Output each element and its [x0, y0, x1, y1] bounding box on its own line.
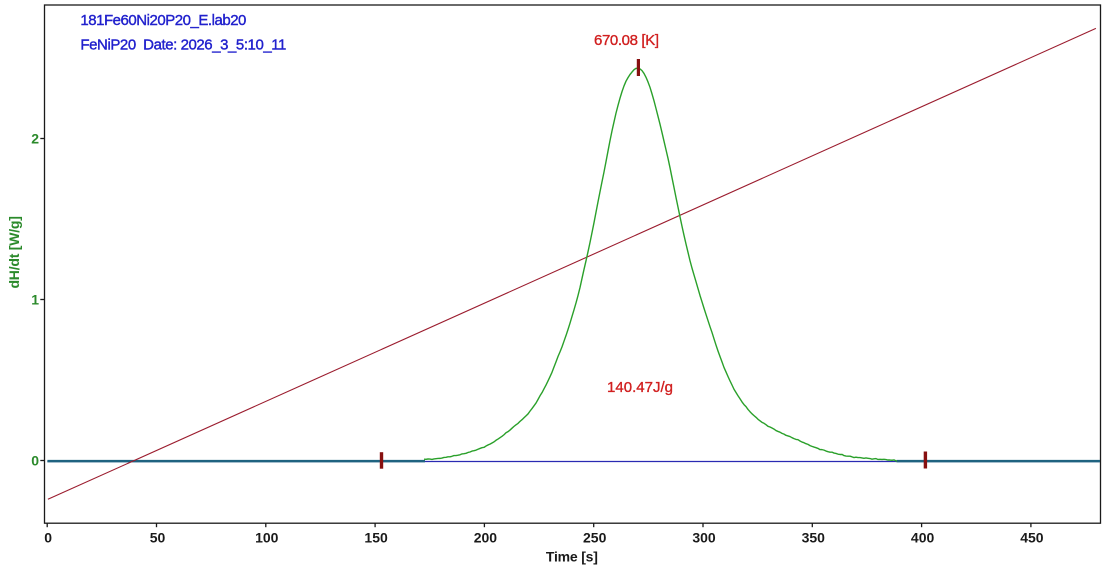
- svg-text:Time [s]: Time [s]: [546, 549, 598, 565]
- svg-text:250: 250: [583, 529, 607, 545]
- svg-text:50: 50: [150, 529, 166, 545]
- svg-text:670.08 [K]: 670.08 [K]: [594, 32, 659, 49]
- svg-text:150: 150: [364, 529, 388, 545]
- svg-text:1: 1: [31, 292, 39, 308]
- svg-text:300: 300: [692, 529, 716, 545]
- svg-text:100: 100: [255, 529, 279, 545]
- svg-text:dH/dt [W/g]: dH/dt [W/g]: [6, 216, 22, 288]
- svg-text:0: 0: [44, 529, 52, 545]
- svg-text:400: 400: [911, 529, 935, 545]
- svg-text:200: 200: [474, 529, 498, 545]
- svg-text:181Fe60Ni20P20_E.lab20: 181Fe60Ni20P20_E.lab20: [80, 12, 246, 29]
- svg-text:2: 2: [31, 131, 39, 147]
- svg-text:140.47J/g: 140.47J/g: [607, 379, 673, 396]
- svg-text:350: 350: [802, 529, 826, 545]
- svg-text:0: 0: [31, 453, 39, 469]
- svg-text:450: 450: [1020, 529, 1044, 545]
- svg-text:FeNiP20 Date: 2026_3_5:10_11: FeNiP20 Date: 2026_3_5:10_11: [80, 37, 286, 54]
